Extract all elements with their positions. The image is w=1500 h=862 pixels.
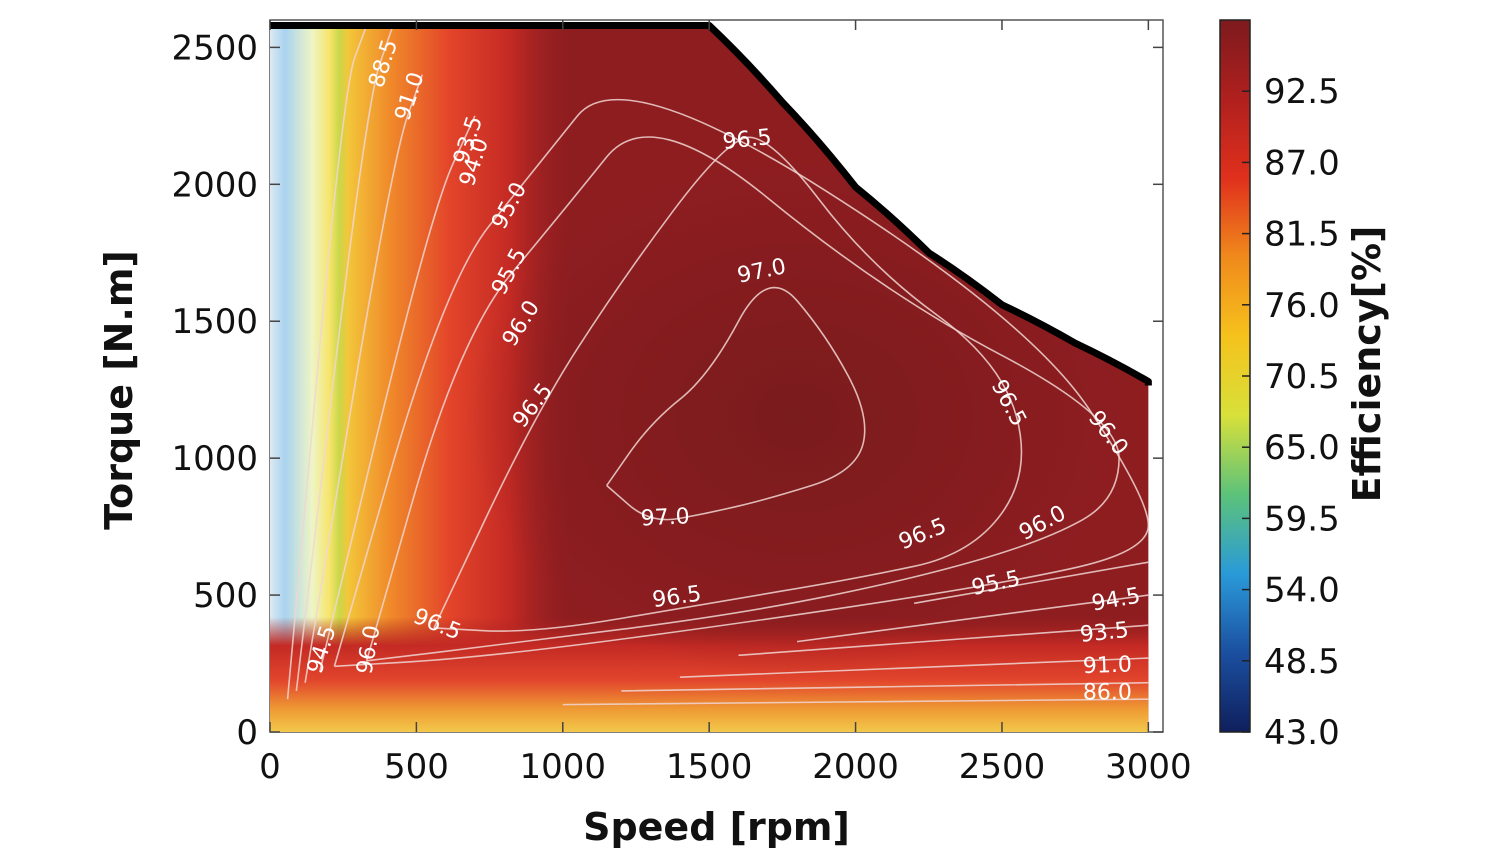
x-axis: 0 500 1000 1500 2000 2500 3000: [259, 20, 1192, 787]
x-tick-label: 2500: [959, 747, 1046, 787]
colorbar-tick-label: 65.0: [1264, 428, 1340, 468]
colorbar-tick-label: 81.5: [1264, 215, 1340, 255]
contour-line: [365, 136, 1120, 662]
colorbar-tick-label: 70.5: [1264, 357, 1340, 397]
contour-line: [318, 115, 476, 672]
colorbar-ticks: 43.0 48.5 54.0 59.5 65.0 70.5 76.0 81.5 87.0 92.5: [1242, 72, 1340, 753]
x-tick-label: 1000: [520, 747, 607, 787]
y-tick-label: 2500: [171, 28, 258, 68]
y-axis-title: Torque [N.m]: [97, 250, 141, 530]
y-tick-label: 500: [193, 576, 258, 616]
heat-peak-efficiency-core: [467, 157, 1128, 678]
x-tick-label: 1500: [666, 747, 753, 787]
max-torque-envelope-line: [270, 21, 1152, 386]
colorbar-tick-label: 59.5: [1264, 499, 1340, 539]
contour-line: [796, 594, 1149, 643]
contour-line: [606, 286, 866, 521]
contour-label: 96.5: [722, 125, 773, 155]
x-tick-label: 3000: [1105, 747, 1192, 787]
contour-line: [333, 98, 1149, 668]
contour-line: [295, 25, 394, 692]
contour-line: [913, 561, 1149, 605]
colorbar-tick-label: 87.0: [1264, 143, 1340, 183]
contour-label: 86.0: [1083, 681, 1132, 706]
y-tick-label: 1500: [171, 302, 258, 342]
contour-line: [679, 657, 1149, 679]
colorbar-tick-label: 43.0: [1264, 713, 1340, 753]
colorbar-tick-label: 48.5: [1264, 642, 1340, 682]
contour-lines: [286, 25, 1149, 706]
contour-line: [738, 624, 1149, 657]
contour-label: 93.5: [1079, 618, 1130, 648]
colorbar-tick-label: 54.0: [1264, 571, 1340, 611]
y-tick-label: 0: [236, 713, 258, 753]
x-axis-title: Speed [rpm]: [583, 805, 850, 849]
colorbar-title: Efficiency[%]: [1345, 226, 1389, 503]
colorbar-tick-label: 92.5: [1264, 72, 1340, 112]
contour-line: [286, 25, 368, 700]
contour-line: [562, 698, 1149, 706]
x-tick-label: 500: [384, 747, 449, 787]
x-tick-label: 2000: [812, 747, 899, 787]
contour-line: [304, 74, 424, 683]
contour-line: [621, 681, 1149, 692]
contour-label: 91.0: [1082, 652, 1132, 679]
x-tick-label: 0: [259, 747, 281, 787]
y-tick-label: 2000: [171, 165, 258, 205]
y-axis: 0 500 1000 1500 2000 2500: [171, 28, 1163, 753]
contour-label: 97.0: [640, 504, 690, 532]
contour-line: [433, 136, 1023, 632]
y-tick-label: 1000: [171, 439, 258, 479]
colorbar-tick-label: 76.0: [1264, 286, 1340, 326]
